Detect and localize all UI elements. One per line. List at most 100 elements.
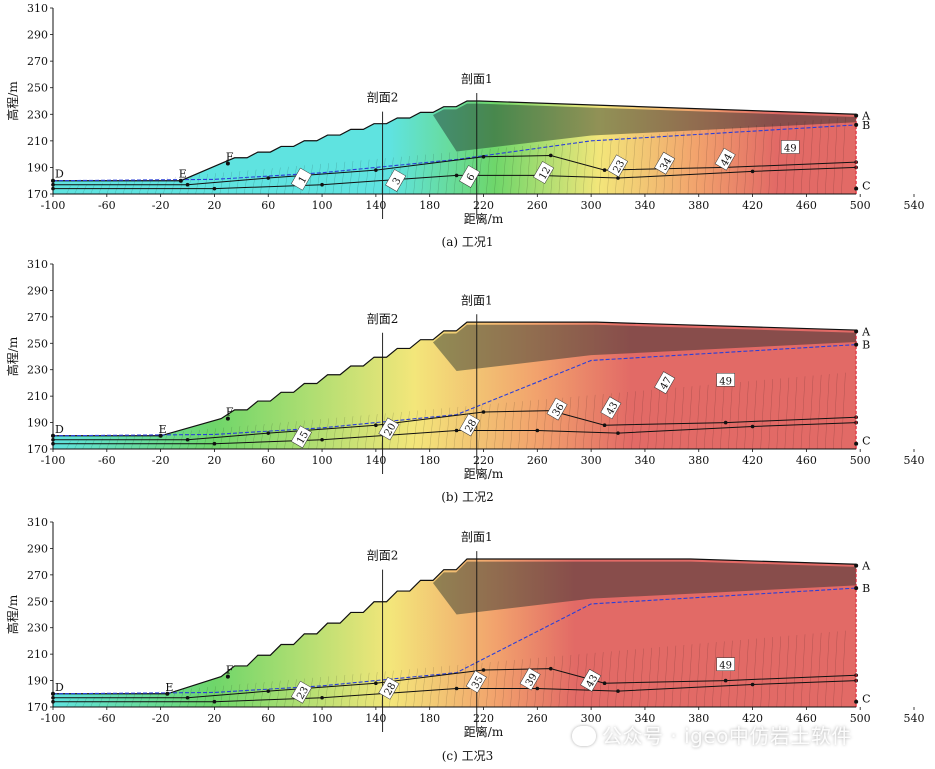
interface-node [320,695,324,700]
contour-line [251,424,257,450]
y-axis-label: 高程/m [5,81,20,121]
contour-line [574,140,580,195]
contour-line [340,416,346,450]
contour-line [558,142,564,195]
x-tick-label: -20 [152,199,170,212]
contour-line [138,179,144,195]
x-axis-label: 距离/m [464,466,504,481]
y-tick-label: 250 [27,595,48,608]
contour-line [356,673,362,708]
y-tick-label: 290 [27,542,48,555]
contour-line [130,180,136,195]
contour-line [74,185,79,195]
x-tick-label: 540 [904,712,925,725]
x-tick-label: 260 [527,454,548,467]
interface-node [723,678,728,683]
point-marker [854,329,859,334]
contour-label-box [290,680,312,704]
point-marker [854,586,859,591]
x-tick-label: 220 [473,199,494,212]
point-label-A: A [861,325,871,338]
point-marker [854,441,859,446]
x-tick-label: -60 [98,454,116,467]
y-tick-label: 310 [27,2,48,15]
contour-line [574,654,580,708]
contour-line [324,676,329,708]
contour-line [348,674,354,708]
x-tick-label: 220 [473,712,494,725]
point-label-F: F [226,664,234,677]
contour-line [695,643,701,708]
x-tick-label: -100 [41,712,66,725]
point-marker [854,563,859,568]
x-tick-label: 140 [365,454,386,467]
contour-line [566,141,572,195]
interface-node [454,428,459,433]
contour-line [607,651,612,708]
contour-line [631,649,636,708]
contour-line [316,419,321,450]
y-tick-label: 230 [27,108,48,121]
contour-line [122,436,128,450]
contour-line [833,117,838,195]
x-tick-label: 420 [742,199,763,212]
contour-line [639,390,644,450]
x-tick-label: 60 [261,454,275,467]
contour-line [260,168,265,195]
contour-line [445,152,451,195]
contour-line [82,439,87,450]
x-tick-label: -60 [98,712,116,725]
contour-line [235,426,241,450]
y-tick-label: 290 [27,29,48,42]
contour-line [833,631,838,708]
x-tick-label: 380 [688,454,709,467]
x-tick-label: 260 [527,712,548,725]
contour-line [784,635,790,708]
contour-line [356,160,362,195]
y-tick-label: 190 [27,675,48,688]
contour-line [429,409,434,450]
contour-line [260,424,265,450]
contour-line [211,173,216,195]
contour-line [203,173,208,195]
y-tick-label: 210 [27,390,48,403]
contour-value-label: 1 [290,167,312,191]
contour-line [114,436,120,450]
point-label-A: A [861,110,871,123]
contour-line [364,414,370,450]
point-marker [225,161,230,166]
x-tick-label: 140 [365,199,386,212]
x-tick-label: 300 [581,454,602,467]
contour-line [776,636,781,708]
contour-label-box [716,373,735,387]
y-tick-label: 210 [27,648,48,661]
contour-line [752,380,757,450]
interface-node [723,420,728,425]
x-tick-label: 380 [688,712,709,725]
contour-value-label: 3 [385,169,407,192]
contour-line [114,181,120,195]
contour-line [147,692,152,708]
contour-value-label: 49 [716,657,735,672]
contour-line [461,150,467,195]
contour-line [324,163,329,195]
contour-line [550,656,555,708]
contour-line [695,385,701,450]
contour-line [316,677,321,708]
contour-line [833,373,838,450]
contour-label-text: 6 [465,172,478,183]
contour-label-text: 1 [297,175,310,186]
x-tick-label: -60 [98,199,116,212]
contour-label-text: 49 [719,661,732,672]
point-marker [854,186,859,191]
contour-label-box [533,161,555,184]
contour-line [413,410,418,450]
contour-line [413,155,418,195]
x-tick-label: 60 [261,712,275,725]
interface-node [750,169,755,174]
section-label: 剖面1 [461,293,493,307]
point-marker [225,674,230,679]
contour-line [510,401,515,450]
contour-line [510,146,515,195]
contour-line [461,664,467,708]
